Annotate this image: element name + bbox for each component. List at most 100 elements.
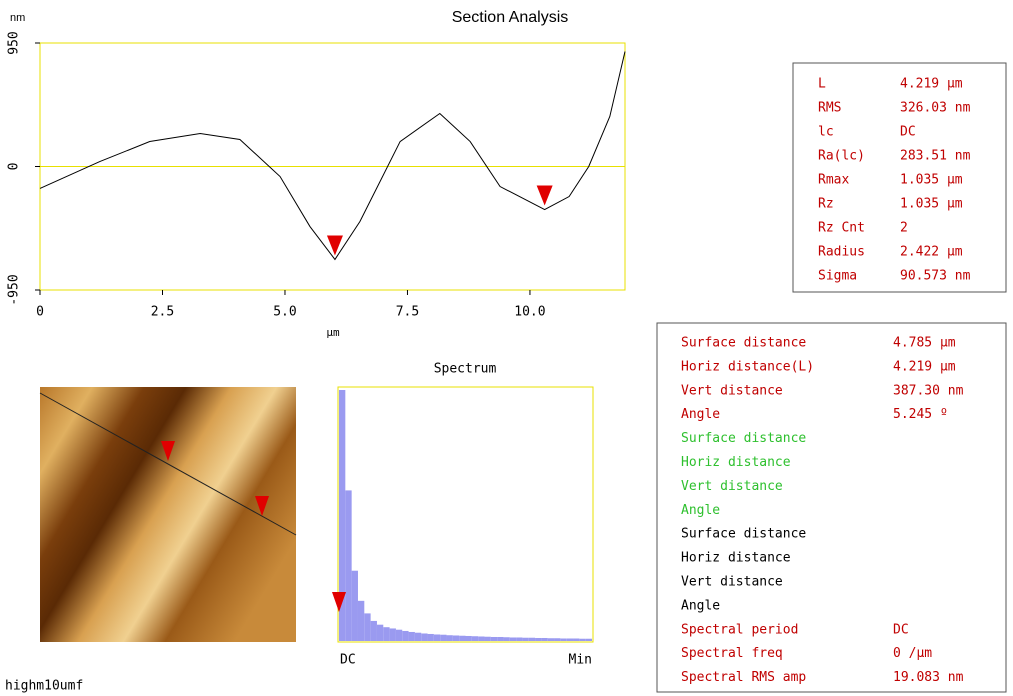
- spectrum-bar: [522, 637, 529, 641]
- stat-value: DC: [900, 125, 916, 140]
- spectrum-bar: [490, 636, 498, 641]
- cursor-value: 5.245 º: [893, 407, 948, 422]
- spectrum-bar: [579, 638, 586, 641]
- spectrum-bar: [414, 632, 422, 641]
- spectrum-bar: [585, 638, 592, 641]
- spectrum-bar: [566, 638, 574, 641]
- spectrum-bar: [471, 636, 479, 641]
- section-plot: 0 2.5 5.0 7.5 10.0 -950 0 950: [7, 31, 626, 320]
- spectrum-bar: [383, 627, 390, 641]
- cursor-box: [656, 322, 1007, 693]
- cursor-label: Horiz distance: [681, 551, 791, 566]
- spectrum-bar: [339, 390, 346, 641]
- cursor-marker: [161, 441, 175, 461]
- spectrum-bar: [408, 631, 415, 641]
- cursor-label: Vert distance: [681, 575, 783, 590]
- stat-value: 2.422 µm: [900, 245, 963, 260]
- cursor-label: Spectral RMS amp: [681, 670, 806, 685]
- spectrum-frame: [337, 386, 594, 643]
- cursor-marker: [332, 592, 346, 612]
- cursor-label: Surface distance: [681, 431, 806, 446]
- spectrum-plot: [339, 390, 592, 641]
- spectrum-bar: [484, 636, 491, 641]
- cursor-value: DC: [893, 622, 909, 637]
- stat-label: RMS: [818, 101, 841, 116]
- spectrum-bar: [541, 637, 548, 641]
- spectrum-bar: [370, 620, 377, 641]
- stat-value: 4.219 µm: [900, 77, 963, 92]
- spectrum-bar: [516, 637, 523, 641]
- cursor-marker: [255, 496, 269, 516]
- spectrum-end: Min: [569, 653, 592, 668]
- stat-value: 326.03 nm: [900, 101, 971, 116]
- spectrum-bar: [478, 636, 485, 641]
- spectrum-title: Spectrum: [434, 362, 497, 377]
- spectrum-bar: [421, 633, 428, 641]
- section-cursor: [326, 235, 343, 256]
- spectrum-bar: [452, 635, 460, 641]
- section-title: Section Analysis: [452, 9, 569, 26]
- spectrum-bar: [364, 613, 371, 641]
- stats-table: L 4.219 µm RMS 326.03 nm lc DC Ra(lc) 283.51 nm…: [818, 77, 971, 284]
- stat-label: Rz Cnt: [818, 221, 865, 236]
- stat-label: Rz: [818, 197, 834, 212]
- cursor-label: Angle: [681, 598, 720, 613]
- stat-label: Rmax: [818, 173, 849, 188]
- spectrum-bar: [547, 638, 555, 641]
- stat-value: 90.573 nm: [900, 269, 971, 284]
- cursor-label: Vert distance: [681, 383, 783, 398]
- spectrum-bar: [427, 633, 434, 641]
- spectrum-start: DC: [340, 653, 356, 668]
- cursor-table: Surface distance 4.785 µm Horiz distance(L…: [681, 336, 964, 686]
- spectrum-bar: [376, 624, 384, 641]
- spectrum-bar: [573, 638, 580, 641]
- cursor-label: Angle: [681, 503, 720, 518]
- cursor-value: 4.219 µm: [893, 359, 956, 374]
- spectrum-bar: [345, 490, 352, 641]
- spectrum-bar: [395, 629, 403, 641]
- cursor-value: 0 /µm: [893, 646, 932, 661]
- y-tick-label: 0: [7, 163, 22, 171]
- spectrum-bar: [528, 637, 536, 641]
- y-tick-label: -950: [7, 274, 22, 305]
- spectrum-bar: [440, 634, 447, 641]
- spectrum-bar: [497, 636, 504, 641]
- x-tick-label: 7.5: [396, 305, 419, 320]
- spectrum-bar: [446, 635, 453, 641]
- y-unit: nm: [10, 12, 25, 24]
- spectrum-bar: [503, 637, 510, 641]
- stat-label: Ra(lc): [818, 149, 865, 164]
- cursor-label: Surface distance: [681, 336, 806, 351]
- x-axis-label: µm: [326, 326, 340, 339]
- cursor-label: Surface distance: [681, 527, 806, 542]
- spectrum-bar: [554, 638, 561, 641]
- stat-value: 1.035 µm: [900, 197, 963, 212]
- spectrum-bar: [459, 635, 466, 641]
- section-line: [39, 392, 297, 536]
- cursor-label: Spectral freq: [681, 646, 783, 661]
- image-name: highm10umf: [5, 679, 83, 694]
- y-tick-label: 950: [7, 31, 22, 54]
- cursor-label: Horiz distance(L): [681, 359, 814, 374]
- stat-label: lc: [818, 125, 834, 140]
- cursor-label: Horiz distance: [681, 455, 791, 470]
- stat-value: 2: [900, 221, 908, 236]
- section-cursor: [536, 185, 553, 206]
- cursor-value: 4.785 µm: [893, 336, 956, 351]
- spectrum-bar: [465, 635, 472, 641]
- spectrum-bar: [389, 628, 396, 641]
- spectrum-bar: [433, 634, 441, 641]
- stat-label: Radius: [818, 245, 865, 260]
- profile-line: [39, 51, 626, 261]
- spectrum-bar: [560, 638, 567, 641]
- x-tick-label: 10.0: [514, 305, 545, 320]
- cursor-label: Angle: [681, 407, 720, 422]
- stat-label: Sigma: [818, 269, 857, 284]
- stats-box: [792, 62, 1007, 293]
- stat-value: 1.035 µm: [900, 173, 963, 188]
- stat-value: 283.51 nm: [900, 149, 971, 164]
- stat-label: L: [818, 77, 826, 92]
- x-tick-label: 0: [36, 305, 44, 320]
- cursor-value: 19.083 nm: [893, 670, 964, 685]
